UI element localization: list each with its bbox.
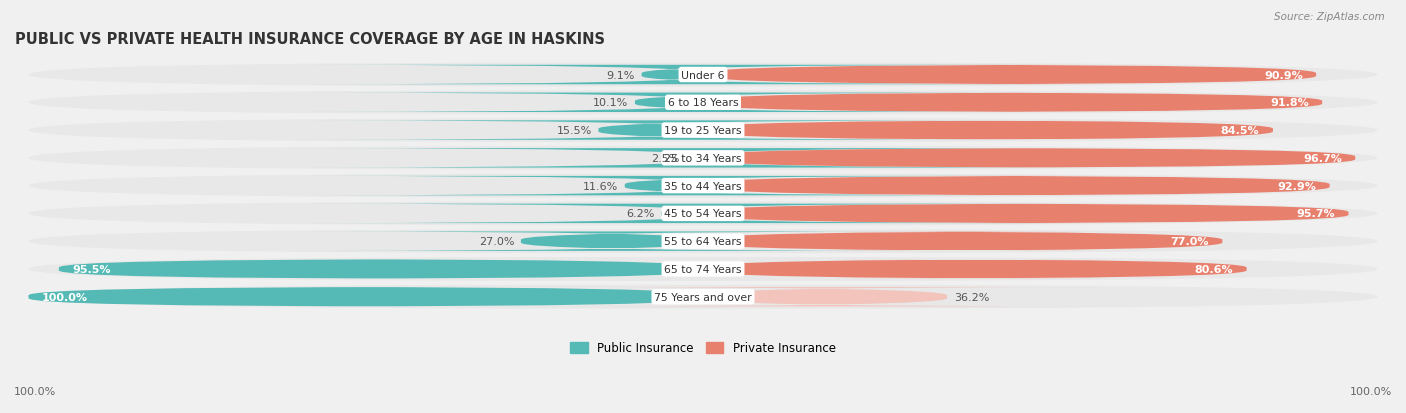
- Text: 100.0%: 100.0%: [14, 387, 56, 396]
- FancyBboxPatch shape: [703, 149, 1355, 168]
- FancyBboxPatch shape: [28, 147, 1378, 170]
- Text: 80.6%: 80.6%: [1195, 264, 1233, 274]
- Text: 90.9%: 90.9%: [1264, 70, 1302, 80]
- Text: 6.2%: 6.2%: [626, 209, 654, 219]
- FancyBboxPatch shape: [302, 66, 1043, 85]
- FancyBboxPatch shape: [28, 257, 1378, 281]
- FancyBboxPatch shape: [302, 121, 1000, 140]
- Text: 9.1%: 9.1%: [606, 70, 636, 80]
- Text: PUBLIC VS PRIVATE HEALTH INSURANCE COVERAGE BY AGE IN HASKINS: PUBLIC VS PRIVATE HEALTH INSURANCE COVER…: [15, 31, 605, 46]
- Text: 100.0%: 100.0%: [42, 292, 89, 302]
- FancyBboxPatch shape: [28, 285, 1378, 309]
- FancyBboxPatch shape: [28, 174, 1378, 198]
- Text: Source: ZipAtlas.com: Source: ZipAtlas.com: [1274, 12, 1385, 22]
- Text: 96.7%: 96.7%: [1303, 154, 1341, 164]
- Text: 11.6%: 11.6%: [582, 181, 619, 191]
- FancyBboxPatch shape: [28, 64, 1378, 87]
- FancyBboxPatch shape: [302, 232, 922, 251]
- Text: 92.9%: 92.9%: [1277, 181, 1316, 191]
- Text: 2.5%: 2.5%: [651, 154, 679, 164]
- FancyBboxPatch shape: [302, 93, 1036, 113]
- FancyBboxPatch shape: [28, 91, 1378, 115]
- Text: 19 to 25 Years: 19 to 25 Years: [664, 126, 742, 136]
- Text: 27.0%: 27.0%: [478, 237, 515, 247]
- FancyBboxPatch shape: [28, 230, 1378, 254]
- Text: Under 6: Under 6: [682, 70, 724, 80]
- FancyBboxPatch shape: [28, 287, 703, 307]
- Text: 77.0%: 77.0%: [1170, 237, 1209, 247]
- FancyBboxPatch shape: [59, 260, 703, 279]
- Text: 65 to 74 Years: 65 to 74 Years: [664, 264, 742, 274]
- Text: 100.0%: 100.0%: [1350, 387, 1392, 396]
- FancyBboxPatch shape: [703, 260, 1247, 279]
- Text: 84.5%: 84.5%: [1220, 126, 1260, 136]
- Text: 10.1%: 10.1%: [593, 98, 628, 108]
- FancyBboxPatch shape: [302, 176, 1026, 196]
- Text: 55 to 64 Years: 55 to 64 Years: [664, 237, 742, 247]
- Text: 6 to 18 Years: 6 to 18 Years: [668, 98, 738, 108]
- Text: 75 Years and over: 75 Years and over: [654, 292, 752, 302]
- Text: 25 to 34 Years: 25 to 34 Years: [664, 154, 742, 164]
- Text: 95.5%: 95.5%: [72, 264, 111, 274]
- FancyBboxPatch shape: [703, 93, 1322, 113]
- Text: 35 to 44 Years: 35 to 44 Years: [664, 181, 742, 191]
- Text: 15.5%: 15.5%: [557, 126, 592, 136]
- FancyBboxPatch shape: [703, 121, 1272, 140]
- Text: 36.2%: 36.2%: [953, 292, 990, 302]
- Text: 45 to 54 Years: 45 to 54 Years: [664, 209, 742, 219]
- FancyBboxPatch shape: [546, 287, 1104, 307]
- FancyBboxPatch shape: [302, 149, 1087, 168]
- FancyBboxPatch shape: [703, 204, 1348, 223]
- FancyBboxPatch shape: [302, 204, 1063, 223]
- Legend: Public Insurance, Private Insurance: Public Insurance, Private Insurance: [565, 337, 841, 359]
- FancyBboxPatch shape: [703, 176, 1330, 196]
- Text: 95.7%: 95.7%: [1296, 209, 1336, 219]
- Text: 91.8%: 91.8%: [1270, 98, 1309, 108]
- FancyBboxPatch shape: [703, 66, 1316, 85]
- FancyBboxPatch shape: [28, 119, 1378, 142]
- FancyBboxPatch shape: [703, 232, 1222, 251]
- FancyBboxPatch shape: [28, 202, 1378, 226]
